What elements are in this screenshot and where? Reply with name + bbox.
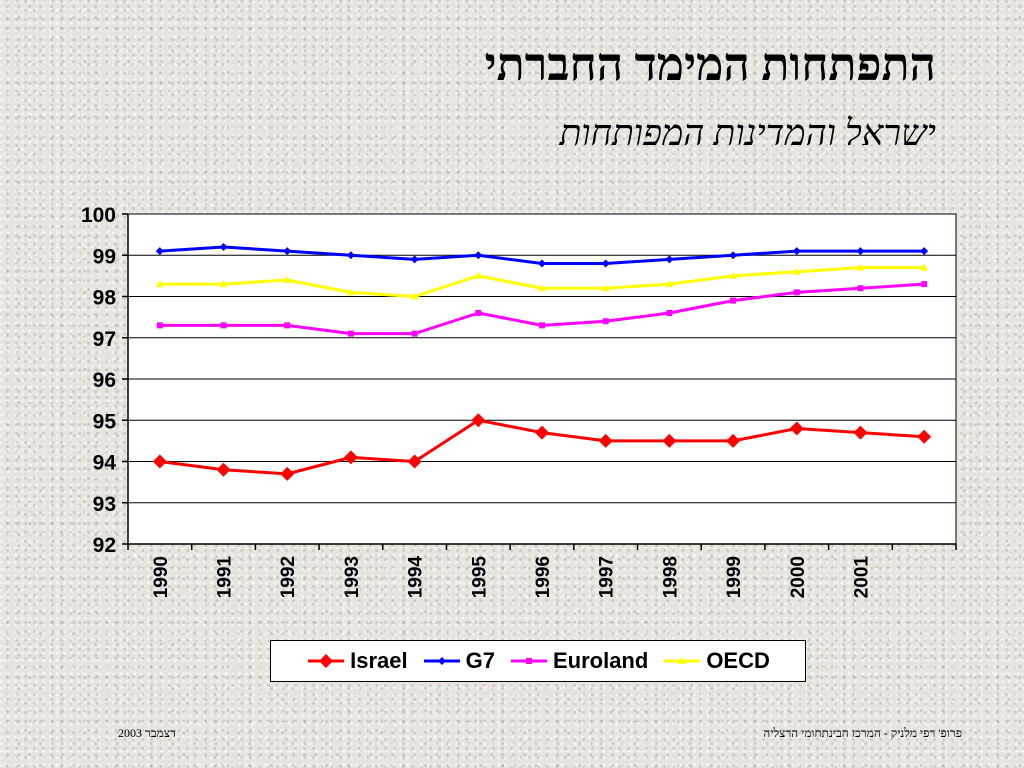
data-point-euroland [284,322,291,329]
legend-label: OECD [706,648,770,673]
legend-swatch-euroland [510,658,547,664]
legend-swatch-israel [308,654,345,668]
data-point-israel [407,454,422,469]
x-tick-label: 1991 [215,556,236,599]
x-tick-label: 1998 [660,556,681,598]
data-point-euroland [793,289,800,296]
data-point-israel [216,462,231,477]
x-tick-label: 2000 [788,556,809,598]
data-point-israel [598,433,613,448]
data-point-oecd [219,280,228,288]
x-tick-label: 1995 [469,556,490,599]
y-tick-label: 98 [93,287,117,310]
data-point-israel [280,466,295,481]
y-tick-label: 97 [93,328,116,351]
data-point-israel [343,450,358,465]
data-point-euroland [666,310,673,316]
data-point-oecd [856,263,865,271]
data-point-israel [535,425,549,440]
data-point-oecd [729,271,738,279]
data-point-euroland [921,281,928,288]
data-point-israel [789,421,804,436]
data-point-g7 [792,247,801,256]
x-tick-label: 1993 [342,556,363,598]
data-point-israel [471,413,486,428]
legend-item-euroland: Euroland [509,648,648,674]
series-markers [152,243,932,481]
y-tick-label: 93 [93,493,116,516]
data-point-euroland [411,330,418,337]
data-point-israel [853,425,868,440]
data-point-oecd [792,267,801,275]
data-point-g7 [346,251,355,260]
data-point-g7 [920,247,929,256]
y-tick-label: 100 [81,204,116,227]
x-tick-label: 1999 [724,556,745,598]
x-axis-ticks: 1990 1991 1992 1993 1994 1995 1996 1997 1998 1999… [127,544,957,599]
legend-item-g7: G7 [422,648,495,674]
y-tick-label: 99 [93,245,116,268]
x-tick-label: 1990 [151,556,172,598]
data-point-g7 [283,247,292,256]
data-point-israel [152,454,167,469]
slide-subtitle: ישראל והמדינות המפותחות [559,113,936,153]
x-tick-label: 1992 [278,556,299,598]
y-axis-ticks: 100 99 98 97 96 95 94 93 92 [81,204,128,557]
data-point-g7 [155,247,164,256]
data-point-oecd [283,276,292,283]
line-chart: 100 99 98 97 96 95 94 93 92 1990 1991 1992 1993 1994… [81,204,957,599]
slide-title: התפתחות המימד החברתי [484,39,936,90]
data-point-oecd [601,284,610,292]
data-point-israel [917,429,932,444]
y-tick-label: 96 [93,369,116,392]
data-point-oecd [920,263,929,271]
legend-swatch-g7 [423,657,460,665]
legend-item-oecd: OECD [662,648,770,674]
data-point-israel [662,433,677,448]
data-point-euroland [730,297,737,304]
data-point-g7 [856,247,865,256]
x-tick-label: 1996 [533,556,554,598]
data-point-oecd [665,280,674,288]
data-point-oecd [474,271,483,279]
y-tick-label: 95 [93,410,117,433]
data-point-euroland [539,322,545,329]
data-point-euroland [602,318,609,325]
data-point-euroland [220,322,227,329]
data-point-oecd [410,292,419,300]
data-point-israel [726,433,741,448]
plot-border [127,213,957,545]
data-point-g7 [410,255,419,264]
y-tick-label: 94 [93,452,117,475]
data-point-g7 [665,255,674,264]
footer-credit: פרופ' רפי מלניק - המרכז הבינתחומי הרצליה [763,726,962,740]
legend-item-israel: Israel [306,648,408,674]
data-point-g7 [219,243,228,251]
data-point-euroland [475,310,482,316]
footer-date: דצמבר 2003 [118,726,176,740]
data-point-euroland [156,322,163,329]
data-point-g7 [729,251,738,260]
legend-label: G7 [465,648,495,673]
x-tick-label: 2001 [851,556,872,599]
chart-legend: Israel G7 Euroland OECD [270,640,806,682]
data-point-euroland [347,330,354,337]
y-tick-label: 92 [93,534,116,557]
data-point-oecd [346,288,355,296]
data-point-g7 [538,259,546,268]
data-point-euroland [857,285,864,292]
data-point-oecd [155,280,164,288]
x-tick-label: 1997 [597,556,618,598]
data-point-g7 [474,251,483,260]
data-point-oecd [538,284,546,292]
legend-label: Euroland [552,648,649,673]
legend-label: Israel [350,648,408,673]
data-point-g7 [601,259,610,268]
x-tick-label: 1994 [406,556,427,599]
legend-swatch-oecd [664,657,701,664]
